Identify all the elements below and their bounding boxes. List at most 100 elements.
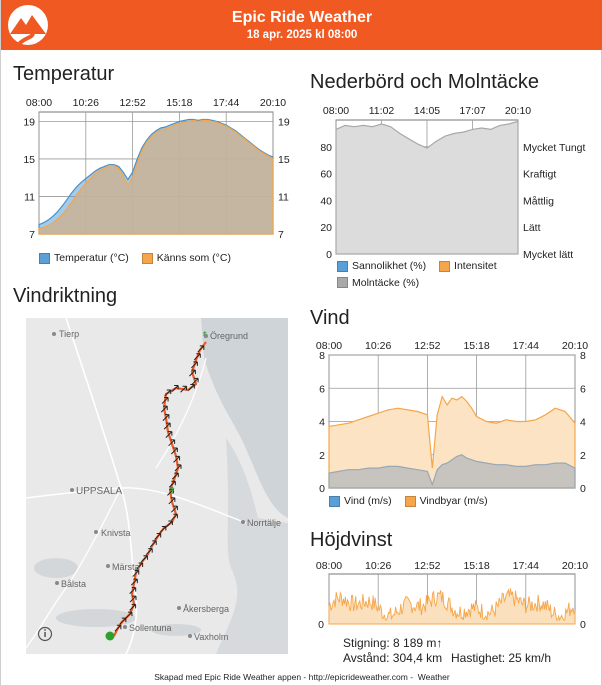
speed-stat: Hastighet: 25 km/h xyxy=(451,651,552,665)
wind-arrow-icon xyxy=(161,397,169,404)
legend-item-feels-like: Känns som (°C) xyxy=(141,252,231,264)
road xyxy=(155,357,207,469)
wind-arrow-icon xyxy=(162,414,170,421)
y-tick-label: 6 xyxy=(319,383,325,395)
legend-label-feels-like: Känns som (°C) xyxy=(156,252,231,264)
y-tick-label: 15 xyxy=(23,154,35,166)
y-tick-label: 8 xyxy=(319,350,325,362)
elevation-title: Höjdvinst xyxy=(310,529,393,551)
y-tick-label-right: 6 xyxy=(580,383,586,395)
temperature-chart: 08:00 10:26 12:52 15:18 17:44 20:10 19 19 15 15 11… xyxy=(1,90,301,250)
y-tick-label: 0 xyxy=(319,483,325,495)
map-svg: ↟ ↟ Tierp Öregrund UPPSALA Knivsta Märst… xyxy=(26,318,288,654)
x-tick-label: 08:00 xyxy=(316,340,342,352)
wind-arrow-icon xyxy=(168,497,176,505)
wind-arrow-icon xyxy=(160,405,168,413)
legend-item-gusts: Vindbyar (m/s) xyxy=(404,495,488,507)
lake xyxy=(151,624,201,636)
y-tick-label-right: 7 xyxy=(278,229,284,241)
x-tick-label: 17:07 xyxy=(459,105,485,117)
wind-arrow-icon xyxy=(174,464,182,472)
wind-arrow-icon xyxy=(171,472,179,480)
wind-arrow-icon xyxy=(191,377,199,385)
start-marker xyxy=(105,631,115,641)
gust-area xyxy=(328,395,576,489)
wind-arrow-icon xyxy=(193,353,201,361)
wind-arrow-icon xyxy=(145,548,153,555)
elevation-chart: 08:00 10:26 12:52 15:18 17:44 20:10 0 0 xyxy=(301,556,601,634)
place-label: Knivsta xyxy=(101,528,131,538)
wind-arrow-icon xyxy=(191,361,198,369)
wind-arrow-icon xyxy=(136,562,144,570)
y-tick-label-right: 19 xyxy=(278,116,290,128)
elevation-area xyxy=(328,588,576,625)
legend-label-cloud-cover: Molntäcke (%) xyxy=(352,276,420,289)
forecast-date: 18 apr. 2025 kl 08:00 xyxy=(246,29,358,41)
wind-arrow-icon xyxy=(130,578,138,586)
legend-label-probability: Sannolikhet (%) xyxy=(352,260,427,272)
wind-arrow-icon xyxy=(168,439,176,447)
y-tick-label-right: Mycket lätt xyxy=(523,249,573,261)
precipitation-chart: 08:00 11:02 14:05 17:07 20:10 80 Mycket Tungt 6… xyxy=(301,98,601,263)
wind-arrow-icon xyxy=(170,447,178,455)
wind-arrow-icon xyxy=(180,385,188,393)
sea-area xyxy=(201,318,288,518)
wind-chart: 08:00 10:26 12:52 15:18 17:44 20:10 8 8 6 6 4 4 2 2 0 0 xyxy=(301,335,601,495)
precipitation-chart-svg: 08:00 11:02 14:05 17:07 20:10 80 Mycket Tungt 6… xyxy=(320,105,586,261)
wind-title: Vind xyxy=(310,307,350,329)
wind-arrow-icon xyxy=(171,385,179,392)
elevation-chart-svg: 08:00 10:26 12:52 15:18 17:44 20:10 0 0 xyxy=(316,560,588,631)
x-tick-label: 10:26 xyxy=(73,97,99,109)
legend-item-intensity: Intensitet xyxy=(439,260,497,272)
y-tick-label-right: Mycket Tungt xyxy=(523,142,586,154)
y-tick-label: 0 xyxy=(326,249,332,261)
wind-arrow-icon xyxy=(167,488,174,496)
climb-stat: Stigning: 8 189 m↑ xyxy=(343,636,443,650)
wind-arrow-icon xyxy=(129,603,137,611)
x-tick-label: 17:44 xyxy=(513,340,539,352)
temperature-title: Temperatur xyxy=(13,63,115,85)
wind-arrow-icon xyxy=(141,555,148,563)
x-tick-label: 12:52 xyxy=(119,97,145,109)
y-tick-label: 2 xyxy=(319,450,325,462)
wind-area xyxy=(328,454,576,489)
wind-legend: Vind (m/s) Vindbyar (m/s) xyxy=(329,495,498,510)
wind-direction-map[interactable]: ↟ ↟ Tierp Öregrund UPPSALA Knivsta Märst… xyxy=(26,318,288,654)
y-tick-label-right: 8 xyxy=(580,350,586,362)
place-label: Märsta xyxy=(112,562,140,572)
x-tick-label: 17:44 xyxy=(213,97,239,109)
x-tick-label: 17:44 xyxy=(513,560,539,572)
y-tick-label: 60 xyxy=(320,169,332,181)
y-tick-label-right: 0 xyxy=(580,619,586,631)
x-tick-label: 20:10 xyxy=(505,105,531,117)
wind-chart-svg: 08:00 10:26 12:52 15:18 17:44 20:108 86 64 42 20 0 xyxy=(316,340,588,495)
legend-label-gusts: Vindbyar (m/s) xyxy=(419,495,488,507)
x-tick-label: 08:00 xyxy=(316,560,342,572)
wind-arrows xyxy=(114,345,205,632)
y-tick-label-right: 4 xyxy=(580,417,586,429)
y-tick-label: 4 xyxy=(319,417,325,429)
y-tick-label: 80 xyxy=(320,142,332,154)
x-tick-label: 20:10 xyxy=(260,97,286,109)
wind-arrow-icon xyxy=(125,611,133,619)
info-icon[interactable] xyxy=(37,626,53,642)
y-tick-label: 20 xyxy=(320,222,332,234)
app-header: Epic Ride Weather 18 apr. 2025 kl 08:00 xyxy=(1,0,602,50)
lake xyxy=(34,558,78,578)
distance-stat: Avstånd: 304,4 km xyxy=(343,651,443,665)
wind-arrow-icon xyxy=(149,540,157,548)
place-label: Tierp xyxy=(59,329,79,339)
x-tick-label: 11:02 xyxy=(369,105,395,117)
wind-arrow-icon xyxy=(129,595,137,603)
legend-swatch-gusts xyxy=(404,495,416,507)
y-tick-label: 7 xyxy=(29,229,35,241)
wind-arrow-icon xyxy=(119,617,127,625)
wind-arrow-icon xyxy=(132,570,140,577)
place-label: Sollentuna xyxy=(129,623,172,633)
x-tick-label: 10:26 xyxy=(365,560,391,572)
app-title: Epic Ride Weather xyxy=(231,9,373,26)
wind-arrow-icon xyxy=(154,533,162,540)
temperature-legend: Temperatur (°C) Känns som (°C) xyxy=(39,252,241,267)
cloud-cover-area xyxy=(335,120,519,255)
wind-arrow-icon xyxy=(159,526,167,533)
